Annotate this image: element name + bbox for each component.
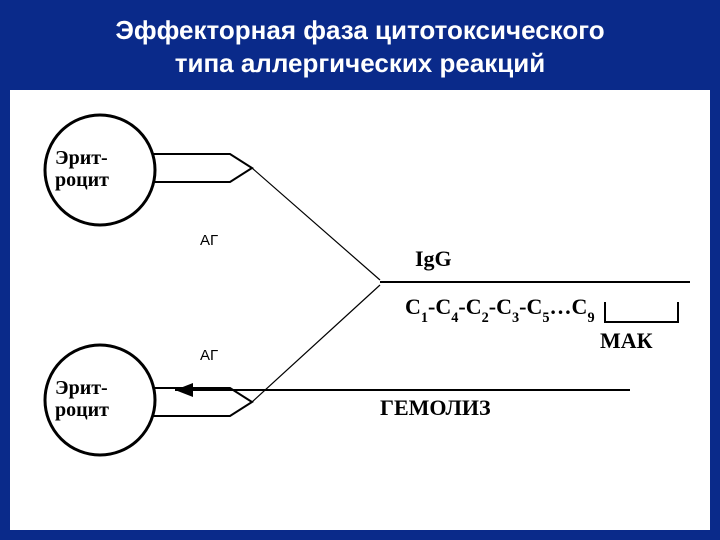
antigen-tag bbox=[153, 154, 252, 182]
erythrocyte-label: Эрит-роцит bbox=[55, 377, 109, 421]
flowchart-svg: Эрит-роцит Эрит-роцит АГ АГ IgG C1-C4-C2-C3-C… bbox=[10, 90, 710, 530]
converging-line bbox=[252, 168, 380, 280]
title-line-1: Эффекторная фаза цитотоксического bbox=[115, 15, 604, 45]
antigen-tag bbox=[153, 388, 252, 416]
antigen-label: АГ bbox=[200, 232, 218, 249]
antigen-label: АГ bbox=[200, 347, 218, 364]
igG-label: IgG bbox=[415, 246, 452, 271]
hemolysis-label: ГЕМОЛИЗ bbox=[380, 395, 491, 420]
complement-label: C1-C4-C2-C3-C5…C9 bbox=[405, 294, 595, 326]
title-line-2: типа аллергических реакций bbox=[175, 48, 546, 78]
mak-label: МАК bbox=[600, 328, 653, 353]
mak-bracket bbox=[605, 302, 678, 322]
converging-line bbox=[252, 285, 380, 402]
diagram-panel: Эрит-роцит Эрит-роцит АГ АГ IgG C1-C4-C2-C3-C… bbox=[10, 90, 710, 530]
hemolysis-arrow-head bbox=[175, 383, 193, 397]
erythrocyte-label: Эрит-роцит bbox=[55, 147, 109, 191]
slide-title: Эффекторная фаза цитотоксического типа а… bbox=[0, 0, 720, 89]
